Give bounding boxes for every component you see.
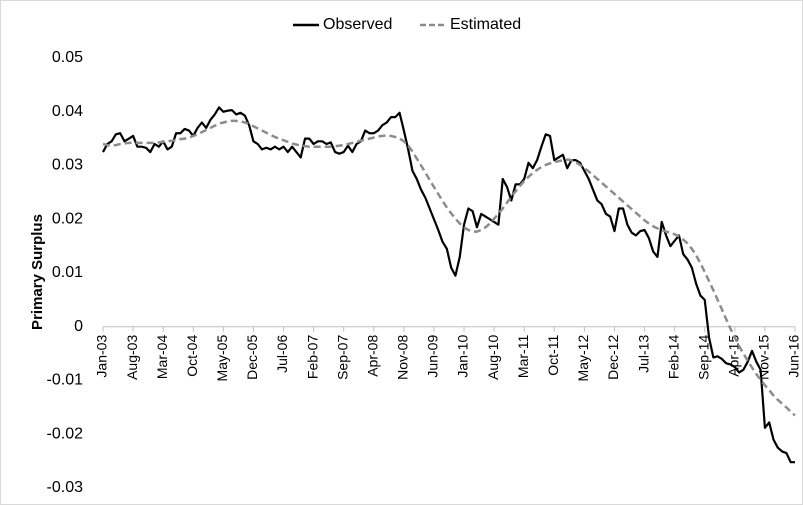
y-tick-label: 0.05 <box>52 49 83 66</box>
y-tick-label: 0.02 <box>52 210 83 227</box>
legend-label: Estimated <box>450 16 521 33</box>
x-tick-label: Jul-13 <box>635 335 651 373</box>
legend-label: Observed <box>323 16 392 33</box>
x-tick-label: Aug-03 <box>124 335 140 380</box>
y-tick-label: -0.01 <box>47 372 84 389</box>
x-tick-label: Sep-14 <box>695 335 711 380</box>
x-tick-label: Apr-08 <box>364 335 380 377</box>
x-tick-label: Jan-10 <box>455 335 471 378</box>
x-tick-label: Jan-03 <box>94 335 110 378</box>
x-tick-label: May-05 <box>214 335 230 382</box>
y-tick-label: 0 <box>74 318 83 335</box>
x-tick-label: Mar-11 <box>515 335 531 379</box>
x-tick-label: Apr-15 <box>726 335 742 377</box>
y-tick-label: 0.01 <box>52 264 83 281</box>
x-tick-label: Sep-07 <box>334 335 350 380</box>
x-tick-label: May-12 <box>575 335 591 382</box>
x-tick-label: Jun-16 <box>786 335 802 378</box>
y-tick-label: 0.04 <box>52 103 83 120</box>
x-tick-label: Jul-06 <box>274 335 290 373</box>
x-tick-label: Jun-09 <box>425 335 441 378</box>
x-tick-label: Oct-11 <box>545 335 561 376</box>
x-tick-label: Feb-07 <box>304 335 320 380</box>
x-tick-label: Aug-10 <box>485 335 501 380</box>
x-tick-label: Nov-08 <box>395 335 411 380</box>
x-tick-label: Oct-04 <box>184 335 200 377</box>
x-tick-label: Dec-05 <box>244 335 260 380</box>
x-tick-label: Mar-04 <box>154 335 170 380</box>
y-axis-label: Primary Surplus <box>29 214 46 330</box>
x-tick-label: Dec-12 <box>605 335 621 380</box>
x-tick-label: Nov-15 <box>756 335 772 380</box>
y-tick-label: -0.02 <box>47 425 84 442</box>
x-tick-label: Feb-14 <box>665 335 681 380</box>
line-series <box>102 106 795 464</box>
y-tick-label: 0.03 <box>52 157 83 174</box>
y-tick-label: -0.03 <box>47 479 84 496</box>
